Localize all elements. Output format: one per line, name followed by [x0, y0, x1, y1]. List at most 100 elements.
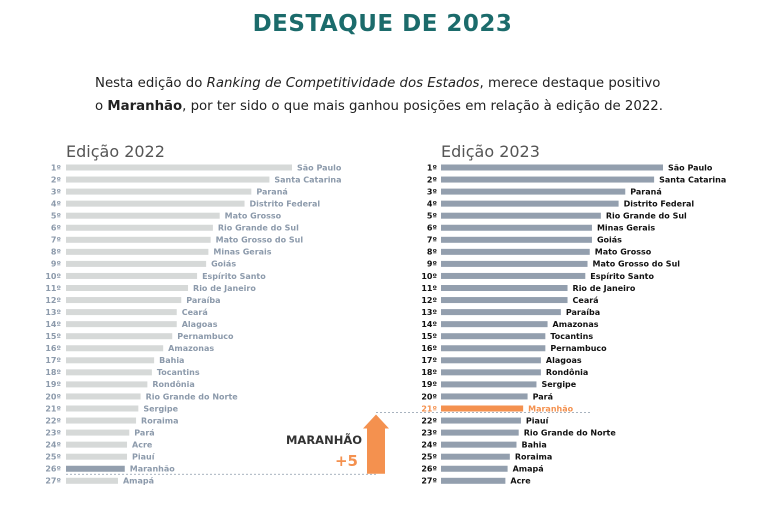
- rank-label-2022: 15º: [45, 332, 61, 341]
- bar-2023: [441, 405, 524, 412]
- state-label-2023: Sergipe: [541, 380, 576, 389]
- bar-2022: [66, 405, 139, 412]
- rank-label-2023: 25º: [421, 453, 437, 462]
- rank-label-2022: 24º: [45, 440, 61, 449]
- rank-label-2023: 20º: [421, 392, 437, 401]
- bar-2022: [66, 309, 177, 316]
- intro-text-1: Nesta edição do: [95, 76, 207, 91]
- intro-text-2: , merece destaque positivo: [479, 76, 661, 91]
- state-label-2023: Amapá: [513, 465, 544, 474]
- bar-2023: [441, 260, 588, 267]
- bar-2022: [66, 441, 128, 448]
- state-label-2023: Rio de Janeiro: [573, 284, 636, 293]
- bar-2023: [441, 309, 561, 316]
- rank-label-2022: 11º: [45, 284, 61, 293]
- state-label-2022: Mato Grosso: [225, 212, 282, 221]
- bar-2022: [66, 345, 164, 352]
- bar-2022: [66, 260, 207, 267]
- bar-2022: [66, 393, 141, 400]
- rank-label-2023: 9º: [427, 260, 438, 269]
- rank-label-2022: 5º: [51, 212, 62, 221]
- rank-label-2023: 16º: [421, 344, 437, 353]
- state-label-2022: Goiás: [211, 260, 236, 269]
- bar-2022: [66, 477, 118, 484]
- state-label-2022: Acre: [132, 440, 153, 449]
- chart-2022: Edição 2022 1º São Paulo 2º Santa Catarina 3º…: [45, 142, 342, 486]
- state-label-2022: São Paulo: [297, 163, 342, 172]
- rank-label-2022: 3º: [51, 187, 62, 196]
- state-label-2023: Acre: [510, 477, 531, 486]
- rank-label-2022: 23º: [45, 428, 61, 437]
- bar-2023: [441, 212, 601, 219]
- bar-2022: [66, 188, 252, 195]
- bar-2022: [66, 357, 155, 364]
- rank-label-2022: 19º: [45, 380, 61, 389]
- bar-2022: [66, 333, 173, 340]
- rank-label-2023: 21º: [421, 404, 437, 413]
- rank-label-2023: 5º: [427, 212, 438, 221]
- rank-label-2022: 6º: [51, 224, 62, 233]
- state-label-2023: Santa Catarina: [659, 175, 726, 184]
- bar-2023: [441, 429, 519, 436]
- bar-2022: [66, 224, 213, 231]
- bar-2023: [441, 321, 548, 328]
- state-label-2022: Paraná: [256, 187, 287, 196]
- chart-title-2023: Edição 2023: [441, 142, 540, 161]
- state-label-2023: Mato Grosso do Sul: [593, 260, 681, 269]
- page-title: DESTAQUE DE 2023: [252, 11, 513, 37]
- rank-label-2023: 26º: [421, 465, 437, 474]
- rank-label-2023: 17º: [421, 356, 437, 365]
- state-label-2022: Bahia: [159, 356, 184, 365]
- rank-label-2022: 17º: [45, 356, 61, 365]
- highlight-gain-value: +5: [335, 452, 358, 470]
- bar-2022: [66, 200, 245, 207]
- rank-label-2023: 19º: [421, 380, 437, 389]
- rank-label-2022: 12º: [45, 296, 61, 305]
- rank-label-2023: 14º: [421, 320, 437, 329]
- bar-2023: [441, 417, 521, 424]
- state-label-2023: Rondônia: [546, 367, 588, 377]
- state-label-2022: Ceará: [182, 308, 208, 317]
- state-label-2023: Espírito Santo: [590, 272, 654, 281]
- state-label-2022: Espírito Santo: [202, 272, 266, 281]
- bar-2023: [441, 272, 586, 279]
- bar-2023: [441, 248, 590, 255]
- bar-2022: [66, 272, 198, 279]
- state-label-2022: Rio de Janeiro: [193, 284, 256, 293]
- bar-2023: [441, 164, 663, 171]
- state-label-2023: Paraíba: [566, 308, 600, 317]
- rank-label-2022: 16º: [45, 344, 61, 353]
- bar-2023: [441, 297, 568, 304]
- rank-label-2023: 8º: [427, 248, 438, 257]
- bar-2022: [66, 429, 130, 436]
- intro-paragraph: Nesta edição do Ranking de Competitivida…: [95, 72, 735, 118]
- state-label-2023: Maranhão: [528, 404, 573, 413]
- rank-label-2023: 6º: [427, 224, 438, 233]
- bar-2023: [441, 176, 655, 183]
- state-label-2023: Paraná: [630, 187, 661, 196]
- state-label-2022: Alagoas: [182, 320, 218, 329]
- bar-2023: [441, 441, 517, 448]
- bar-2023: [441, 357, 541, 364]
- rank-label-2023: 11º: [421, 284, 437, 293]
- rank-label-2023: 13º: [421, 308, 437, 317]
- state-label-2023: Rio Grande do Norte: [524, 428, 617, 437]
- rank-label-2022: 21º: [45, 404, 61, 413]
- state-label-2023: Alagoas: [546, 356, 582, 365]
- state-label-2023: Ceará: [573, 296, 599, 305]
- state-label-2022: Rio Grande do Norte: [146, 392, 239, 401]
- rank-label-2022: 9º: [51, 260, 62, 269]
- rank-label-2023: 1º: [427, 163, 438, 172]
- rank-label-2023: 2º: [427, 175, 438, 184]
- state-label-2023: Tocantins: [550, 332, 593, 341]
- bar-2023: [441, 369, 541, 376]
- rank-label-2022: 1º: [51, 163, 62, 172]
- intro-state-name: Maranhão: [107, 99, 183, 114]
- bar-2022: [66, 321, 177, 328]
- state-label-2023: Bahia: [521, 440, 546, 449]
- state-label-2022: Pará: [134, 428, 154, 437]
- state-label-2023: Amazonas: [553, 320, 599, 329]
- bar-2022: [66, 236, 211, 243]
